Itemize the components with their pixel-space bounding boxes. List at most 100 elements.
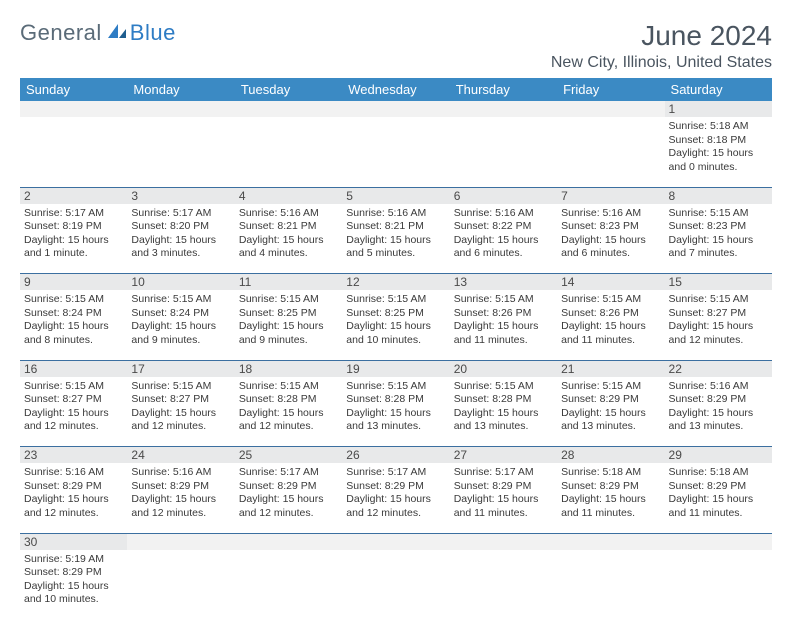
day-number [342,534,449,550]
daylight-text: and 10 minutes. [346,334,445,348]
cell-body: Sunrise: 5:18 AMSunset: 8:29 PMDaylight:… [561,465,660,521]
daylight-text: Daylight: 15 hours [131,320,230,334]
daylight-text: and 8 minutes. [24,334,123,348]
daylight-text: Daylight: 15 hours [24,493,123,507]
calendar-cell: Sunrise: 5:15 AMSunset: 8:28 PMDaylight:… [450,377,557,447]
sunset-text: Sunset: 8:28 PM [454,393,553,407]
sunset-text: Sunset: 8:28 PM [346,393,445,407]
daynum-cell: 23 [20,447,127,464]
daynum-cell [450,101,557,117]
sunrise-text: Sunrise: 5:16 AM [346,207,445,221]
daynum-cell: 30 [20,533,127,550]
daylight-text: Daylight: 15 hours [131,493,230,507]
daynum-cell: 13 [450,274,557,291]
calendar-cell: Sunrise: 5:15 AMSunset: 8:27 PMDaylight:… [665,290,772,360]
cell-body: Sunrise: 5:19 AMSunset: 8:29 PMDaylight:… [24,552,123,608]
calendar-cell: Sunrise: 5:15 AMSunset: 8:28 PMDaylight:… [235,377,342,447]
calendar-cell: Sunrise: 5:15 AMSunset: 8:27 PMDaylight:… [20,377,127,447]
sunset-text: Sunset: 8:29 PM [454,480,553,494]
cell-body: Sunrise: 5:16 AMSunset: 8:22 PMDaylight:… [454,206,553,262]
daylight-text: and 9 minutes. [131,334,230,348]
daylight-text: Daylight: 15 hours [24,407,123,421]
daynum-cell: 25 [235,447,342,464]
week-row: Sunrise: 5:16 AMSunset: 8:29 PMDaylight:… [20,463,772,533]
cell-body: Sunrise: 5:16 AMSunset: 8:23 PMDaylight:… [561,206,660,262]
daynum-cell: 18 [235,360,342,377]
calendar-cell: Sunrise: 5:16 AMSunset: 8:21 PMDaylight:… [342,204,449,274]
sunrise-text: Sunrise: 5:17 AM [239,466,338,480]
daynum-row: 1 [20,101,772,117]
calendar-cell: Sunrise: 5:15 AMSunset: 8:24 PMDaylight:… [20,290,127,360]
day-number: 4 [235,188,342,204]
calendar-cell [450,117,557,187]
sunrise-text: Sunrise: 5:18 AM [561,466,660,480]
daylight-text: Daylight: 15 hours [239,407,338,421]
day-number: 19 [342,361,449,377]
daynum-cell: 16 [20,360,127,377]
daynum-cell: 28 [557,447,664,464]
daylight-text: and 12 minutes. [24,507,123,521]
daynum-row: 23242526272829 [20,447,772,464]
day-number: 14 [557,274,664,290]
daynum-cell: 8 [665,187,772,204]
daylight-text: Daylight: 15 hours [131,407,230,421]
daynum-cell [235,533,342,550]
sunrise-text: Sunrise: 5:15 AM [24,293,123,307]
sunrise-text: Sunrise: 5:15 AM [346,380,445,394]
sunrise-text: Sunrise: 5:15 AM [561,380,660,394]
daylight-text: and 4 minutes. [239,247,338,261]
day-number: 9 [20,274,127,290]
sunset-text: Sunset: 8:26 PM [561,307,660,321]
cell-body: Sunrise: 5:18 AMSunset: 8:18 PMDaylight:… [669,119,768,175]
sunset-text: Sunset: 8:29 PM [346,480,445,494]
calendar-cell: Sunrise: 5:15 AMSunset: 8:23 PMDaylight:… [665,204,772,274]
day-number: 6 [450,188,557,204]
daylight-text: Daylight: 15 hours [561,234,660,248]
day-number: 20 [450,361,557,377]
sunset-text: Sunset: 8:29 PM [669,480,768,494]
daylight-text: Daylight: 15 hours [669,147,768,161]
daylight-text: Daylight: 15 hours [669,407,768,421]
daynum-cell [127,101,234,117]
daylight-text: Daylight: 15 hours [24,234,123,248]
daynum-cell [342,533,449,550]
daynum-cell: 5 [342,187,449,204]
daynum-cell [557,533,664,550]
calendar-cell: Sunrise: 5:16 AMSunset: 8:29 PMDaylight:… [665,377,772,447]
daynum-cell: 27 [450,447,557,464]
day-number [235,534,342,550]
calendar-cell: Sunrise: 5:15 AMSunset: 8:26 PMDaylight:… [450,290,557,360]
day-number: 18 [235,361,342,377]
daylight-text: Daylight: 15 hours [346,493,445,507]
sunset-text: Sunset: 8:27 PM [131,393,230,407]
sunrise-text: Sunrise: 5:17 AM [131,207,230,221]
day-header: Friday [557,78,664,101]
calendar-cell [342,550,449,620]
sunrise-text: Sunrise: 5:16 AM [239,207,338,221]
cell-body: Sunrise: 5:16 AMSunset: 8:29 PMDaylight:… [669,379,768,435]
sunrise-text: Sunrise: 5:15 AM [561,293,660,307]
daynum-cell: 10 [127,274,234,291]
calendar-cell: Sunrise: 5:16 AMSunset: 8:22 PMDaylight:… [450,204,557,274]
calendar-cell: Sunrise: 5:17 AMSunset: 8:29 PMDaylight:… [342,463,449,533]
cell-body: Sunrise: 5:16 AMSunset: 8:29 PMDaylight:… [131,465,230,521]
daylight-text: and 0 minutes. [669,161,768,175]
daynum-row: 16171819202122 [20,360,772,377]
sunset-text: Sunset: 8:26 PM [454,307,553,321]
cell-body: Sunrise: 5:17 AMSunset: 8:29 PMDaylight:… [346,465,445,521]
sunset-text: Sunset: 8:29 PM [131,480,230,494]
cell-body: Sunrise: 5:16 AMSunset: 8:21 PMDaylight:… [239,206,338,262]
daylight-text: Daylight: 15 hours [561,407,660,421]
sunset-text: Sunset: 8:24 PM [24,307,123,321]
day-number [127,534,234,550]
daylight-text: Daylight: 15 hours [346,320,445,334]
title-block: June 2024 New City, Illinois, United Sta… [551,20,772,72]
cell-body: Sunrise: 5:15 AMSunset: 8:28 PMDaylight:… [346,379,445,435]
sunrise-text: Sunrise: 5:16 AM [24,466,123,480]
day-number: 26 [342,447,449,463]
calendar-cell [450,550,557,620]
day-number: 30 [20,534,127,550]
day-number: 1 [665,101,772,117]
daynum-cell [557,101,664,117]
day-number: 16 [20,361,127,377]
